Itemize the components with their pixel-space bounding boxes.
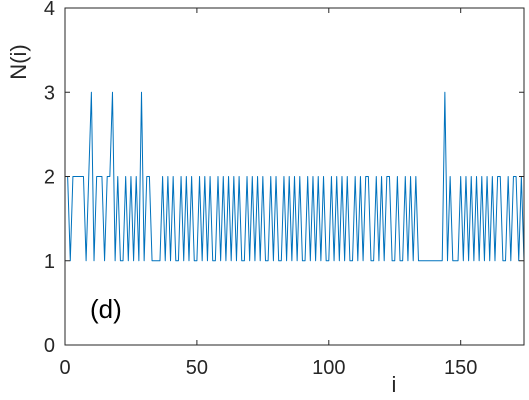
series-line-0: [67, 91, 525, 262]
y-tick-label: 2: [44, 167, 55, 189]
panel-annotation: (d): [90, 294, 122, 324]
y-tick-label: 3: [44, 82, 55, 104]
x-tick-label: 50: [186, 357, 208, 379]
x-tick-label: 150: [444, 357, 477, 379]
x-axis-label: i: [392, 372, 397, 397]
y-tick-label: 0: [44, 335, 55, 357]
x-tick-label: 100: [312, 357, 345, 379]
y-tick-label: 1: [44, 251, 55, 273]
x-tick-label: 0: [59, 357, 70, 379]
y-axis-label: N(i): [6, 44, 31, 79]
y-tick-label: 4: [44, 0, 55, 20]
